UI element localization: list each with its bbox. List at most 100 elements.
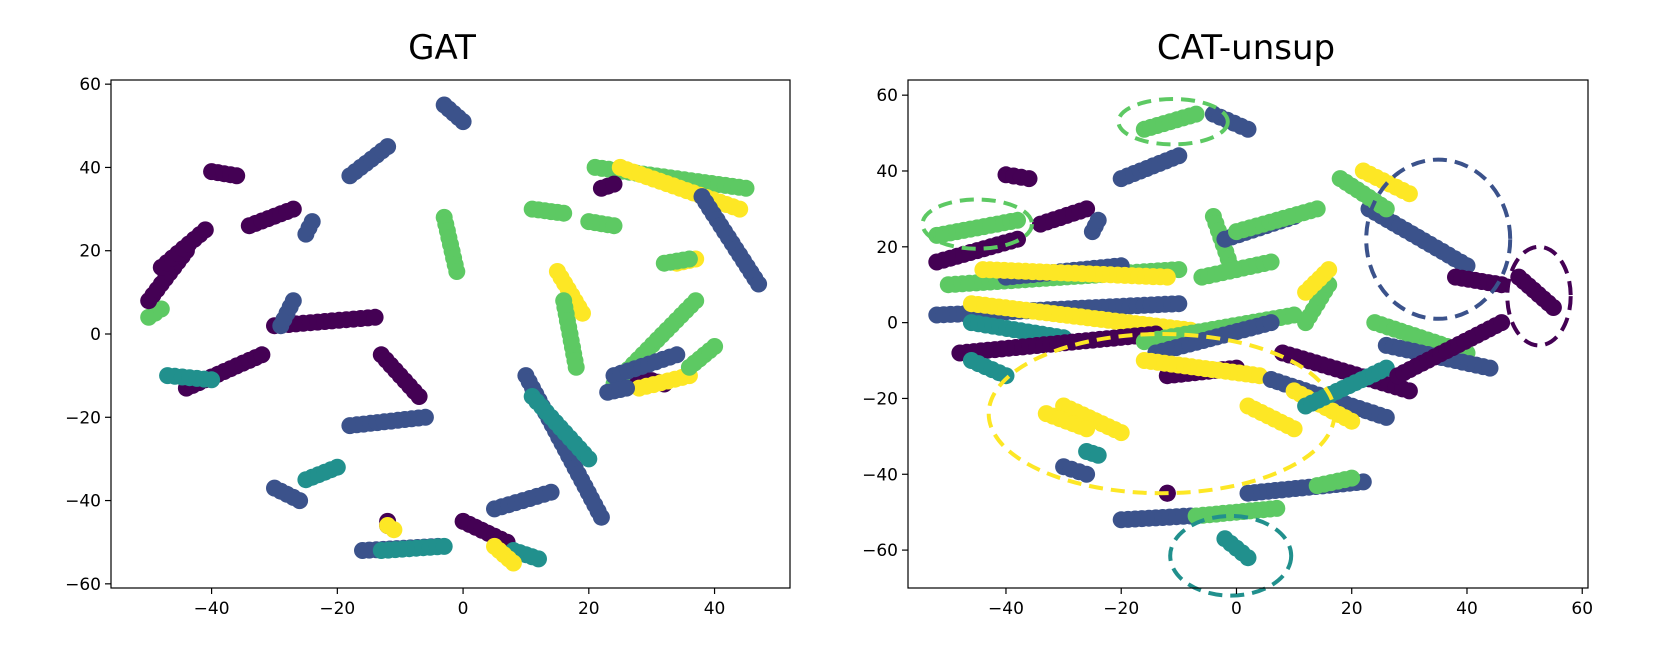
scatter-point [542, 483, 560, 501]
cat-unsup-title: CAT-unsup [1157, 28, 1335, 68]
scatter-point [1285, 420, 1303, 438]
gat-points [140, 96, 768, 572]
scatter-point [1078, 465, 1096, 483]
scatter-point [1078, 420, 1096, 438]
scatter-point [203, 371, 221, 389]
scatter-point [1170, 295, 1188, 313]
scatter-point [1481, 359, 1499, 377]
gat-title: GAT [408, 28, 476, 68]
scatter-point [567, 358, 585, 376]
x-tick-label: 0 [458, 599, 469, 619]
scatter-point [555, 204, 573, 222]
scatter-point [435, 537, 453, 555]
scatter-point [1078, 200, 1096, 218]
scatter-point [284, 200, 302, 218]
scatter-point [1377, 408, 1395, 426]
scatter-point [1262, 253, 1280, 271]
scatter-point [379, 138, 397, 156]
scatter-point [668, 346, 686, 364]
scatter-point [152, 300, 170, 318]
y-tick-label: −60 [862, 541, 898, 561]
x-tick-label: 60 [1571, 599, 1593, 619]
cat-unsup-plot-frame [907, 79, 1589, 589]
scatter-point [196, 221, 214, 239]
scatter-point [687, 292, 705, 310]
cat-unsup-panel: CAT-unsup −40 −20 0 20 40 60 −60 −40 −20 0 20 40 60 [862, 28, 1593, 619]
scatter-point [1377, 200, 1395, 218]
scatter-point [618, 379, 635, 397]
scatter-point [580, 450, 598, 468]
y-tick-label: 40 [876, 162, 898, 182]
y-tick-label: −20 [65, 408, 101, 428]
x-tick-label: −40 [988, 599, 1024, 619]
scatter-point [1400, 382, 1418, 400]
scatter-point [454, 113, 472, 131]
y-tick-label: 60 [79, 75, 101, 95]
scatter-point [1158, 268, 1176, 286]
scatter-point [731, 200, 749, 218]
scatter-point [680, 250, 698, 268]
scatter-point [328, 458, 346, 476]
y-tick-label: 60 [876, 86, 898, 106]
y-tick-label: 20 [79, 242, 101, 262]
scatter-point [253, 346, 271, 364]
y-tick-label: −20 [862, 389, 898, 409]
scatter-point [1170, 147, 1188, 165]
y-tick-label: 40 [79, 158, 101, 178]
x-tick-label: 20 [1341, 599, 1363, 619]
scatter-point [291, 492, 309, 510]
scatter-point [1089, 211, 1107, 229]
cat-unsup-axis-ticks: −40 −20 0 20 40 60 −60 −40 −20 0 20 40 60 [862, 86, 1593, 619]
scatter-point [706, 338, 724, 355]
highlight-ellipse [1364, 157, 1513, 321]
scatter-point [1343, 412, 1361, 430]
scatter-point [1544, 299, 1562, 316]
gat-plot-frame [110, 79, 791, 589]
scatter-point [366, 308, 384, 326]
highlight-ellipse [920, 197, 1034, 251]
x-tick-label: 0 [1231, 599, 1242, 619]
y-tick-label: −40 [65, 492, 101, 512]
scatter-point [1239, 120, 1257, 138]
scatter-point [737, 179, 755, 197]
scatter-point [574, 304, 591, 322]
scatter-point [303, 213, 321, 231]
scatter-point [1187, 105, 1205, 123]
highlight-ellipse [1168, 514, 1294, 598]
scatter-point [1400, 185, 1418, 203]
scatter-point [504, 554, 522, 572]
scatter-point [416, 408, 434, 426]
scatter-point [1262, 314, 1280, 332]
x-tick-label: 40 [704, 599, 726, 619]
scatter-point [750, 275, 768, 293]
y-tick-label: −40 [862, 465, 898, 485]
scatter-point [1493, 314, 1511, 332]
scatter-point [1343, 469, 1361, 487]
y-tick-label: 0 [887, 314, 898, 334]
scatter-point [1320, 261, 1338, 279]
highlight-ellipse [1505, 244, 1573, 348]
x-tick-label: −40 [194, 599, 230, 619]
cat-unsup-points [928, 105, 1562, 567]
highlight-ellipse [1116, 97, 1230, 147]
scatter-point [605, 217, 623, 235]
x-tick-label: 20 [578, 599, 600, 619]
scatter-point [605, 175, 623, 193]
gat-axis-ticks: −40 −20 0 20 40 −60 −40 −20 0 20 40 60 [65, 75, 725, 619]
x-tick-label: −20 [319, 599, 355, 619]
scatter-point [997, 367, 1015, 385]
scatter-point [385, 521, 403, 539]
y-tick-label: 20 [876, 238, 898, 258]
cat-unsup-highlight-regions [920, 97, 1573, 598]
scatter-point [592, 508, 610, 526]
x-tick-label: 40 [1456, 599, 1478, 619]
y-tick-label: 0 [90, 325, 101, 345]
scatter-point [228, 167, 246, 185]
scatter-point [1009, 211, 1026, 229]
scatter-point [284, 292, 302, 310]
scatter-point [448, 263, 466, 280]
scatter-point [1268, 499, 1286, 517]
scatter-point [1308, 200, 1326, 218]
gat-panel: GAT −40 −20 0 20 40 −60 −40 −20 0 20 40 60 [65, 28, 791, 619]
